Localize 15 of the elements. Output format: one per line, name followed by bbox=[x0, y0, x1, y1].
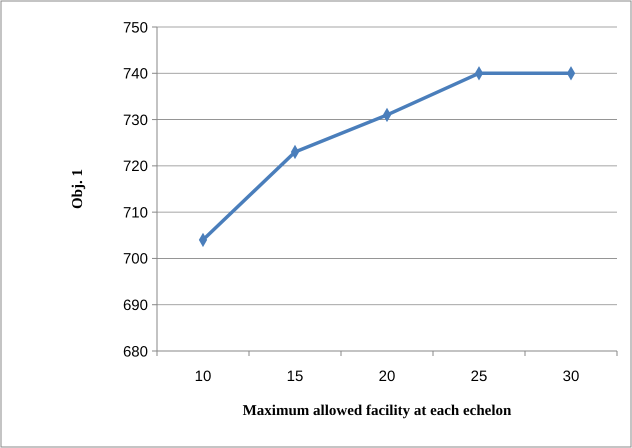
x-tick-label: 30 bbox=[562, 368, 580, 385]
y-tick-label: 690 bbox=[122, 296, 148, 314]
y-axis-title: Obj. 1 bbox=[70, 168, 86, 210]
y-tick-label: 680 bbox=[122, 343, 148, 360]
x-tick-label: 25 bbox=[470, 368, 488, 385]
y-tick-label: 700 bbox=[122, 250, 148, 268]
y-tick-label: 740 bbox=[122, 66, 148, 83]
x-tick-label: 10 bbox=[194, 368, 212, 385]
y-tick-label: 720 bbox=[122, 158, 148, 176]
x-tick-label: 15 bbox=[286, 368, 304, 385]
y-tick-label: 730 bbox=[122, 112, 148, 129]
y-tick-label: 750 bbox=[122, 19, 148, 36]
y-tick-label: 710 bbox=[122, 204, 148, 222]
x-axis-title: Maximum allowed facility at each echelon bbox=[242, 403, 512, 419]
x-tick-label: 20 bbox=[378, 368, 396, 385]
